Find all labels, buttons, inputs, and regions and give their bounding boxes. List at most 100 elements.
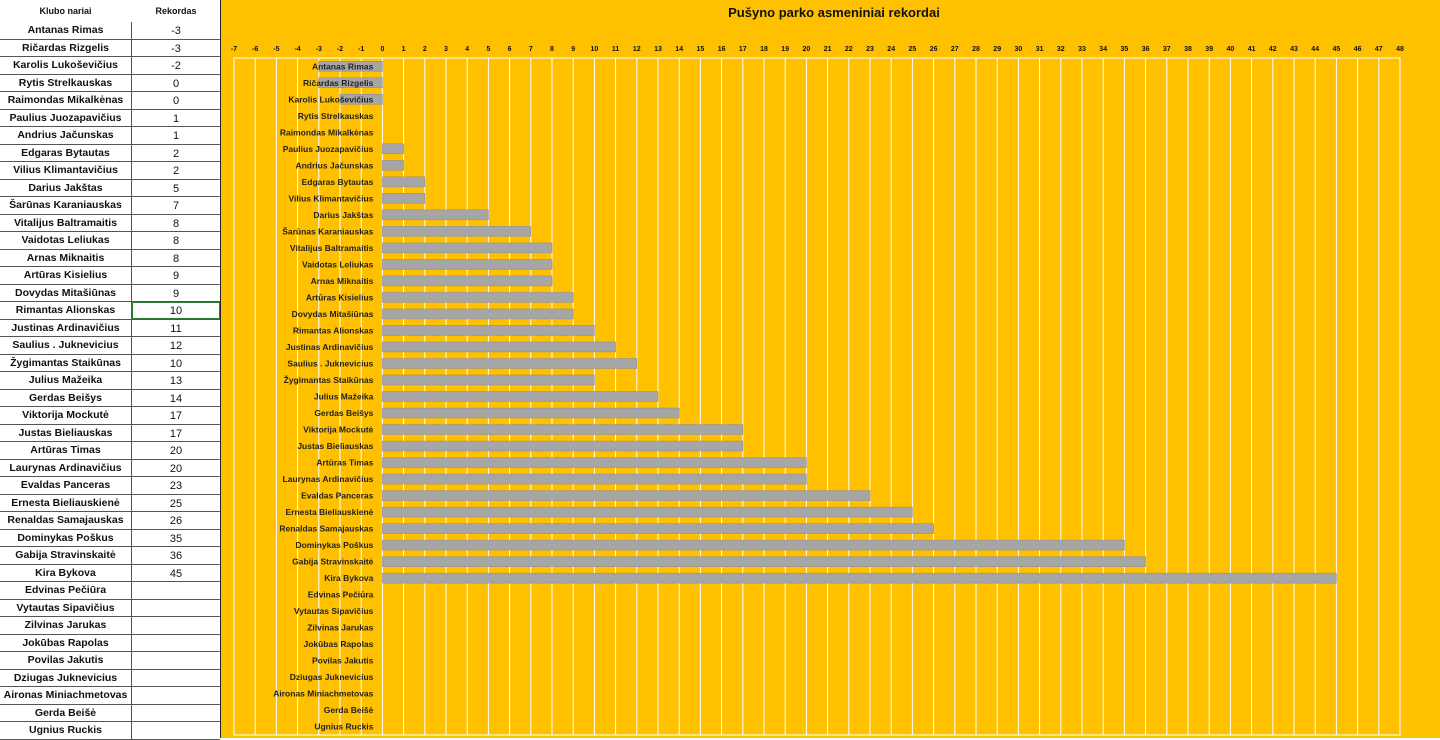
record-value-cell[interactable]: 10	[169, 357, 183, 370]
bar[interactable]	[382, 440, 744, 452]
record-value-cell[interactable]: 36	[169, 550, 183, 562]
record-value-cell[interactable]: 1	[172, 130, 180, 142]
bar[interactable]	[382, 325, 595, 336]
bar[interactable]	[382, 143, 404, 155]
bar[interactable]	[382, 193, 426, 204]
record-value-cell[interactable]: 0	[172, 77, 180, 90]
table-row[interactable]: Paulius Juozapavičius 1	[0, 109, 220, 127]
record-value-cell[interactable]: 0	[172, 95, 180, 107]
table-row[interactable]: Andrius Jačunskas 1	[0, 127, 220, 145]
record-value-cell[interactable]: 17	[169, 410, 183, 422]
member-name-cell[interactable]: Renaldas Samajauskas	[0, 512, 132, 529]
member-name-cell[interactable]: Zilvinas Jarukas	[0, 617, 132, 634]
record-value-cell[interactable]: 17	[169, 427, 183, 440]
bar[interactable]	[382, 556, 1146, 567]
table-row[interactable]: Vilius Klimantavičius 2	[0, 162, 220, 180]
bar-chart[interactable]: Pušyno parko asmeniniai rekordai -7 -6 -5 -4…	[221, 0, 1440, 738]
record-value-cell[interactable]: 2	[172, 165, 180, 177]
table-row[interactable]: Evaldas Panceras 23	[0, 477, 220, 495]
record-value-cell[interactable]	[132, 582, 220, 599]
bar[interactable]	[382, 506, 913, 518]
record-value-cell[interactable]: 11	[170, 322, 182, 335]
table-row[interactable]: Laurynas Ardinavičius 20	[0, 459, 220, 477]
table-row[interactable]: Jokūbas Rapolas	[0, 634, 220, 652]
bar[interactable]	[382, 242, 553, 254]
record-value-cell[interactable]	[132, 705, 220, 722]
record-value-cell[interactable]: 13	[169, 375, 183, 387]
bar[interactable]	[382, 490, 871, 501]
member-name-cell[interactable]: Gerdas Beišys	[0, 389, 132, 406]
bar[interactable]	[382, 424, 744, 435]
record-value-cell[interactable]: 8	[172, 235, 180, 247]
bar[interactable]	[382, 391, 659, 402]
member-name-cell[interactable]: Darius Jakštas	[0, 179, 132, 196]
member-name-cell[interactable]: Vitalijus Baltramaitis	[0, 214, 132, 231]
record-value-cell[interactable]: 35	[169, 532, 183, 545]
member-name-cell[interactable]: Jokūbas Rapolas	[0, 634, 132, 651]
member-name-cell[interactable]: Raimondas Mikalkėnas	[0, 92, 132, 109]
table-row[interactable]: Ernesta Bieliauskienė 25	[0, 494, 220, 512]
record-value-cell[interactable]: 5	[172, 182, 180, 195]
table-row[interactable]: Vytautas Sipavičius	[0, 599, 220, 617]
bar[interactable]	[382, 374, 595, 386]
bar[interactable]	[318, 77, 383, 89]
bar[interactable]	[382, 341, 616, 353]
record-value-cell[interactable]: 20	[169, 445, 183, 457]
table-row[interactable]: Darius Jakštas 5	[0, 179, 220, 197]
table-row[interactable]: Artūras Timas 20	[0, 442, 220, 460]
table-row[interactable]: Povilas Jakutis	[0, 652, 220, 670]
table-row[interactable]: Justas Bieliauskas 17	[0, 424, 220, 442]
record-value-cell[interactable]: 14	[169, 392, 183, 405]
member-name-cell[interactable]: Julius Mažeika	[0, 372, 132, 389]
table-row[interactable]: Renaldas Samajauskas 26	[0, 512, 220, 530]
table-row[interactable]: Kira Bykova 45	[0, 564, 220, 582]
bar[interactable]	[382, 358, 638, 369]
member-name-cell[interactable]: Vaidotas Leliukas	[0, 232, 132, 249]
table-row[interactable]: Dominykas Poškus 35	[0, 529, 220, 547]
record-value-cell[interactable]: -3	[171, 25, 181, 37]
member-name-cell[interactable]: Andrius Jačunskas	[0, 127, 132, 144]
table-row[interactable]: Edgaras Bytautas 2	[0, 144, 220, 162]
member-name-cell[interactable]: Evaldas Panceras	[0, 477, 132, 494]
member-name-cell[interactable]: Artūras Kisielius	[0, 267, 132, 284]
member-name-cell[interactable]: Laurynas Ardinavičius	[0, 459, 132, 476]
member-name-cell[interactable]: Arnas Miknaitis	[0, 249, 132, 266]
member-name-cell[interactable]: Aironas Miniachmetovas	[0, 687, 132, 704]
member-name-cell[interactable]: Edgaras Bytautas	[0, 144, 132, 161]
bar[interactable]	[382, 539, 1125, 551]
record-value-cell[interactable]	[132, 687, 220, 704]
table-row[interactable]: Rimantas Alionskas 10	[0, 302, 220, 320]
member-name-cell[interactable]: Rimantas Alionskas	[0, 302, 132, 319]
member-name-cell[interactable]: Dominykas Poškus	[0, 529, 132, 546]
member-name-cell[interactable]: Dziugas Juknevicius	[0, 669, 132, 686]
bar[interactable]	[382, 473, 807, 485]
record-value-cell[interactable]: 8	[172, 252, 180, 265]
table-row[interactable]: Rytis Strelkauskas 0	[0, 74, 220, 92]
bar[interactable]	[382, 176, 426, 188]
table-row[interactable]: Zilvinas Jarukas	[0, 617, 220, 635]
member-name-cell[interactable]: Vytautas Sipavičius	[0, 599, 132, 616]
member-name-cell[interactable]: Kira Bykova	[0, 564, 132, 581]
member-name-cell[interactable]: Gabija Stravinskaitė	[0, 547, 132, 564]
table-row[interactable]: Artūras Kisielius 9	[0, 267, 220, 285]
table-row[interactable]: Ugnius Ruckis	[0, 722, 220, 740]
table-row[interactable]: Viktorija Mockutė 17	[0, 407, 220, 425]
bar[interactable]	[382, 457, 807, 468]
record-value-cell[interactable]: 7	[172, 200, 180, 212]
bar[interactable]	[382, 572, 1337, 584]
table-row[interactable]: Dziugas Juknevicius	[0, 669, 220, 687]
table-row[interactable]: Raimondas Mikalkėnas 0	[0, 92, 220, 110]
table-row[interactable]: Gerdas Beišys 14	[0, 389, 220, 407]
member-name-cell[interactable]: Šarūnas Karaniauskas	[0, 197, 132, 214]
table-row[interactable]: Dovydas Mitašiūnas 9	[0, 284, 220, 302]
spreadsheet-table[interactable]: Klubo nariai Rekordas Antanas Rimas -3 Rič…	[0, 0, 222, 740]
table-row[interactable]: Karolis Lukoševičius -2	[0, 57, 220, 75]
member-name-cell[interactable]: Paulius Juozapavičius	[0, 109, 132, 126]
table-row[interactable]: Gerda Beišė	[0, 704, 220, 722]
bar[interactable]	[382, 259, 553, 270]
member-name-cell[interactable]: Ričardas Rizgelis	[0, 39, 132, 56]
table-row[interactable]: Edvinas Pečiūra	[0, 582, 220, 600]
table-row[interactable]: Vitalijus Baltramaitis 8	[0, 214, 220, 232]
record-value-cell[interactable]	[132, 722, 220, 739]
column-header-members[interactable]: Klubo nariai	[39, 6, 92, 16]
